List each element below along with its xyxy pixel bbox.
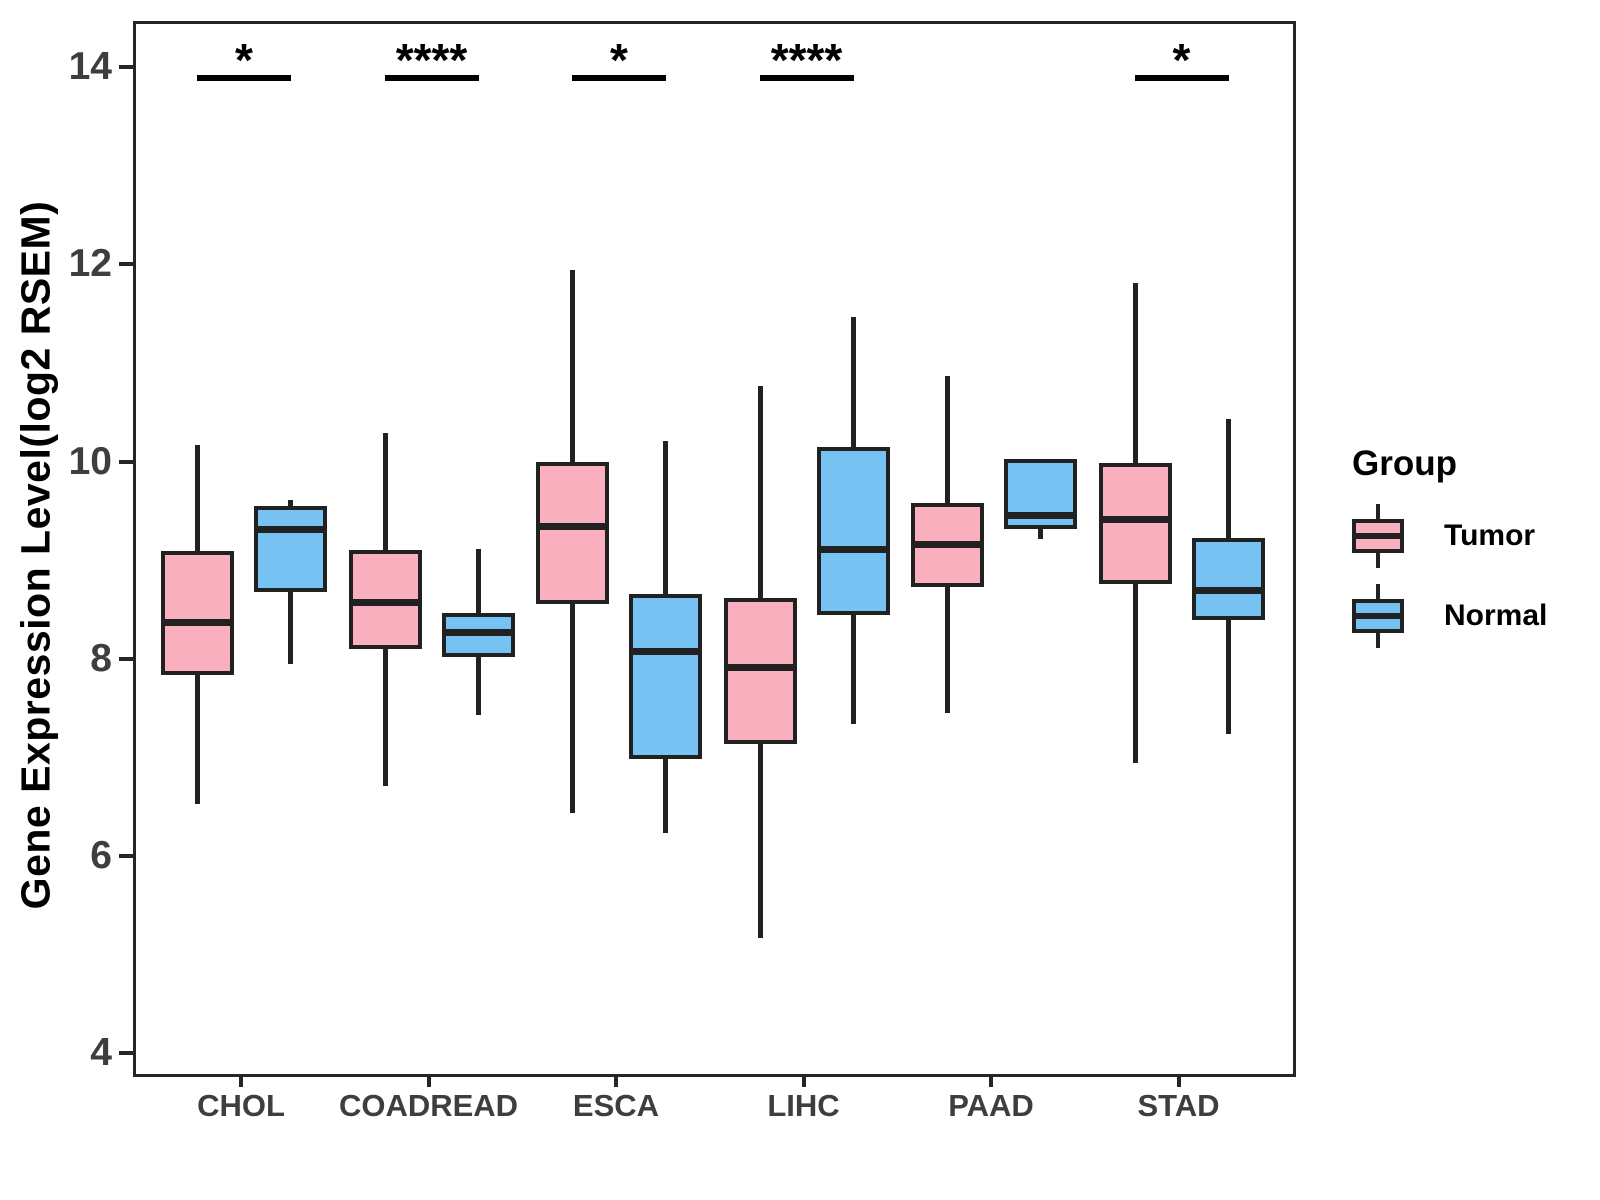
x-tick-label-coadread: COADREAD [338, 1088, 519, 1123]
y-tick-label: 14 [68, 44, 112, 88]
significance-stars-coadread: **** [395, 34, 468, 86]
legend-label-tumor: Tumor [1444, 519, 1536, 552]
significance-stars-lihc: **** [770, 34, 843, 86]
x-tick-mark [989, 1074, 993, 1087]
median-normal-esca [633, 648, 698, 656]
x-tick-label-esca: ESCA [572, 1088, 660, 1123]
median-tumor-lihc [727, 664, 793, 672]
median-tumor-coadread [352, 599, 418, 607]
y-tick-mark [119, 64, 133, 69]
median-normal-lihc [820, 545, 886, 553]
median-tumor-paad [915, 540, 980, 548]
y-axis-title: Gene Expression Level(log2 RSEM) [12, 200, 59, 910]
median-tumor-stad [1102, 516, 1168, 524]
significance-stars-chol: * [235, 34, 253, 86]
y-tick-mark [119, 1051, 133, 1056]
legend-items: Tumor Normal [1352, 504, 1592, 648]
y-tick-mark [119, 459, 133, 464]
median-tumor-esca [540, 523, 605, 531]
x-tick-mark [614, 1074, 618, 1087]
legend-label-normal: Normal [1444, 599, 1548, 632]
significance-bar-stad [1134, 75, 1229, 81]
y-tick-mark [119, 854, 133, 859]
x-tick-label-stad: STAD [1137, 1088, 1220, 1123]
x-tick-label-paad: PAAD [948, 1088, 1034, 1123]
box-tumor-chol [161, 551, 234, 675]
x-tick-mark [1176, 1074, 1181, 1087]
legend: Group Tumor Normal [1352, 444, 1592, 664]
x-tick-label-chol: CHOL [197, 1088, 285, 1123]
y-tick-mark [119, 656, 133, 661]
y-tick-label: 10 [68, 439, 112, 483]
x-tick-mark [801, 1074, 806, 1087]
y-tick-label: 8 [90, 636, 112, 680]
median-normal-coadread [445, 628, 511, 636]
legend-item-normal: Normal [1352, 584, 1592, 648]
legend-glyph-median [1352, 613, 1404, 619]
legend-boxplot-icon-normal [1352, 584, 1404, 648]
box-normal-chol [254, 505, 327, 592]
y-tick-label: 6 [90, 834, 112, 878]
y-tick-label: 4 [90, 1031, 112, 1075]
legend-glyph-median [1352, 533, 1404, 539]
x-tick-mark [239, 1074, 243, 1087]
y-tick-mark [119, 262, 133, 267]
significance-stars-esca: * [610, 34, 628, 86]
y-tick-label: 12 [68, 242, 112, 286]
significance-bar-esca [572, 75, 666, 81]
box-normal-lihc [816, 446, 890, 616]
median-normal-paad [1008, 512, 1073, 520]
legend-item-tumor: Tumor [1352, 504, 1592, 568]
significance-bar-lihc [759, 75, 854, 81]
legend-boxplot-icon-tumor [1352, 504, 1404, 568]
significance-bar-chol [197, 75, 291, 81]
significance-bar-coadread [384, 75, 479, 81]
median-tumor-chol [165, 618, 230, 626]
x-tick-label-lihc: LIHC [767, 1088, 840, 1123]
plot-panel: * **** * **** * [133, 21, 1296, 1077]
box-normal-esca [629, 593, 702, 760]
box-normal-stad [1191, 538, 1265, 621]
median-normal-stad [1195, 587, 1261, 595]
significance-stars-stad: * [1172, 34, 1191, 86]
legend-title: Group [1352, 444, 1457, 483]
box-tumor-esca [536, 461, 609, 604]
x-tick-mark [426, 1074, 431, 1087]
median-normal-chol [258, 526, 323, 534]
